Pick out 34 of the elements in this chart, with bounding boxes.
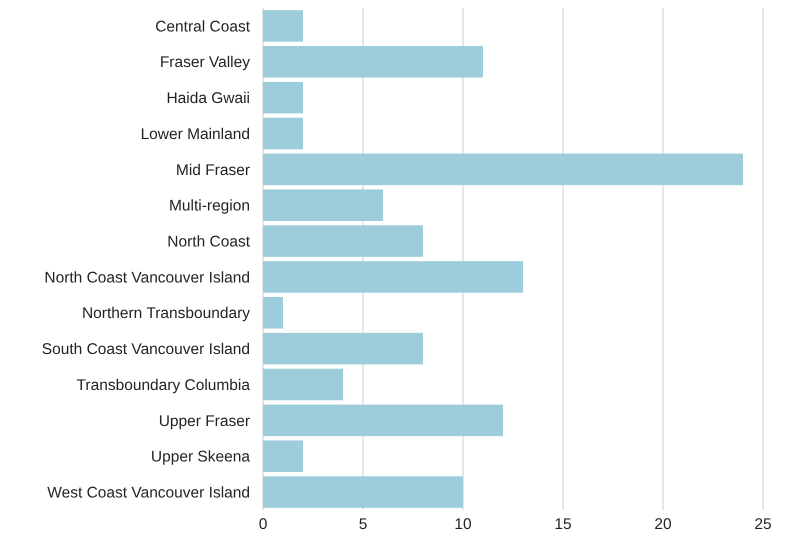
y-tick-label: South Coast Vancouver Island (42, 341, 250, 358)
bar (263, 46, 483, 78)
y-tick-label: Haida Gwaii (166, 90, 250, 108)
bar (263, 82, 303, 114)
y-tick-label: Upper Skeena (150, 448, 250, 466)
y-tick-label: Fraser Valley (160, 54, 250, 72)
bar (263, 261, 523, 293)
bar (263, 297, 283, 329)
bar (263, 404, 503, 436)
bar (263, 10, 303, 42)
y-tick-label: Multi-region (169, 198, 250, 215)
x-tick-label: 25 (754, 516, 772, 533)
bar (263, 368, 343, 400)
bar (263, 154, 743, 186)
y-tick-label: West Coast Vancouver Island (47, 484, 250, 502)
x-tick-label: 15 (554, 516, 572, 533)
y-tick-label: North Coast (167, 233, 251, 250)
bar (263, 332, 423, 364)
y-tick-label: Northern Transboundary (82, 305, 250, 322)
x-tick-label: 10 (454, 516, 472, 533)
y-tick-label: Central Coast (155, 18, 251, 36)
y-tick-label: Mid Fraser (176, 162, 250, 179)
bar (263, 225, 423, 257)
x-tick-label: 20 (654, 516, 672, 533)
x-tick-label: 5 (358, 516, 368, 533)
y-tick-label: Lower Mainland (140, 126, 250, 143)
bar (263, 476, 463, 508)
bar (263, 189, 383, 221)
y-tick-label: Upper Fraser (158, 412, 250, 430)
bar (263, 440, 303, 472)
y-tick-label: Transboundary Columbia (76, 376, 250, 394)
y-tick-label: North Coast Vancouver Island (44, 269, 250, 286)
bar (263, 118, 303, 150)
x-tick-label: 0 (258, 516, 268, 533)
